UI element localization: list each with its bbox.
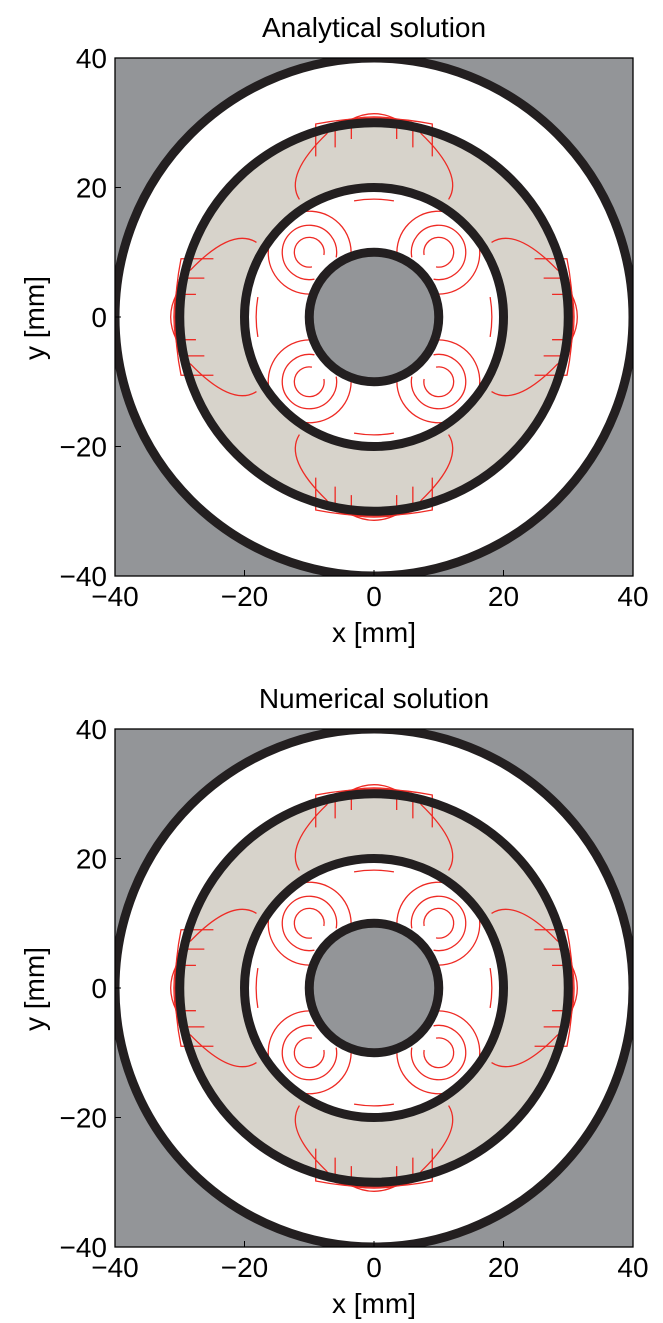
chart-title: Analytical solution [262,12,486,43]
contour-line [353,432,395,436]
y-tick-label: 0 [91,973,107,1004]
x-tick-label: 20 [488,581,519,612]
y-tick-label: −40 [60,1232,108,1263]
boundary-circle-20 [240,854,508,1122]
plot-area [115,729,633,1247]
x-tick-label: −40 [91,581,139,612]
x-tick-label: −40 [91,1252,139,1283]
contour-line [293,1037,325,1069]
x-tick-label: 40 [617,1252,648,1283]
contour-line [189,363,257,397]
y-tick-label: 20 [76,844,107,875]
contour-line [353,198,395,202]
contour-line [423,366,455,398]
y-tick-label: 40 [76,43,107,74]
contour-line [423,907,455,939]
contour-line [353,1103,395,1107]
boundary-circle-10 [304,247,444,387]
x-tick-label: 40 [617,581,648,612]
contour-line [294,803,328,871]
contour-line [410,1024,467,1081]
contour-line [294,1105,328,1173]
contour-line [423,236,455,268]
contour-line [281,1024,338,1081]
contour-line [420,803,454,871]
y-tick-label: 40 [76,714,107,745]
boundary-circle-20 [240,183,508,451]
contour-line [410,895,467,952]
numerical-panel: Numerical solution x [mm] y [mm] −40 −20 0… [19,683,649,1319]
core-region [309,252,439,382]
contour-line [293,907,325,939]
contour-line [491,363,559,397]
analytical-panel: Analytical solution x [mm] y [mm] −40 −20… [19,12,649,648]
contour-line [420,132,454,200]
contour-line [410,224,467,281]
x-tick-label: 0 [366,1252,382,1283]
chart-title: Numerical solution [259,683,489,714]
x-tick-label: 0 [366,581,382,612]
contour-line [189,908,257,942]
x-tick-label: −20 [221,1252,269,1283]
y-axis-label: y [mm] [19,947,50,1031]
x-tick-label: −20 [221,581,269,612]
core-region [309,923,439,1053]
y-axis-label: y [mm] [19,276,50,360]
y-tick-label: 0 [91,302,107,333]
y-tick-label: 20 [76,173,107,204]
contour-line [189,1034,257,1068]
contour-line [255,296,259,338]
boundary-circle-10 [304,918,444,1058]
contour-line [491,1034,559,1068]
contour-line [281,895,338,952]
y-tick-label: −20 [60,432,108,463]
contour-line [489,296,493,338]
y-tick-label: −40 [60,561,108,592]
boundary-circle-30 [175,789,573,1187]
contour-line [281,224,338,281]
contour-line [410,353,467,410]
contour-line [255,967,259,1009]
x-axis-label: x [mm] [332,617,416,648]
contour-line [420,1105,454,1173]
contour-line [293,366,325,398]
contour-line [294,132,328,200]
contour-line [489,967,493,1009]
contour-line [423,1037,455,1069]
contour-line [189,237,257,271]
plot-area [115,58,633,576]
x-tick-label: 20 [488,1252,519,1283]
contour-line [491,237,559,271]
contour-line [293,236,325,268]
y-tick-label: −20 [60,1103,108,1134]
contour-line [491,908,559,942]
contour-line [353,869,395,873]
contour-lines [170,784,578,1192]
x-axis-label: x [mm] [332,1288,416,1319]
contour-line [420,434,454,502]
contour-line [294,434,328,502]
contour-line [281,353,338,410]
boundary-circle-30 [175,118,573,516]
